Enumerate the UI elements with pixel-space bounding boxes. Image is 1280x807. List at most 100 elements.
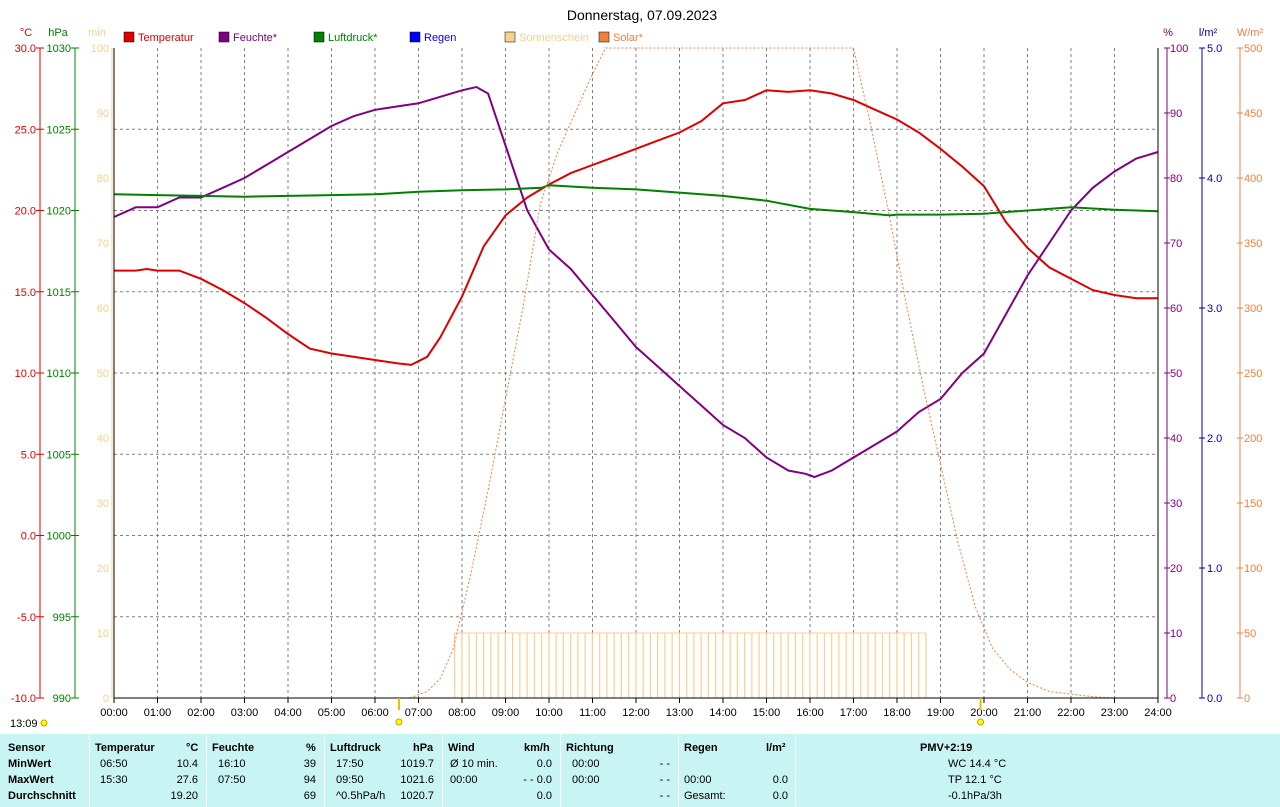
stats-cell-dir-val: - - [659,790,670,802]
minutes-tick-label: 80 [97,173,109,185]
stats-header-hum-unit: % [306,742,316,754]
legend-label: Luftdruck* [328,32,378,44]
minutes-unit-label: min [88,27,106,39]
temp-tick-label: -5.0 [17,612,36,624]
stats-header-hum: Feuchte [212,742,255,754]
stats-cell-hum-time: 07:50 [218,774,246,786]
humidity-tick-label: 70 [1170,238,1182,250]
humidity-tick-label: 40 [1170,433,1182,445]
stats-header-wind: Wind [448,742,475,754]
stats-cell-wind-label: 00:00 [450,774,478,786]
solar-tick-label: 250 [1244,368,1262,380]
pressure-unit-label: hPa [48,27,68,39]
x-tick-label: 15:00 [753,707,781,719]
stats-cell-rain-val: 0.0 [772,790,788,802]
stats-cell-dir-time: 00:00 [572,758,600,770]
rain-unit-label: l/m² [1199,27,1218,39]
stats-header-pmv: PMV+2:19 [920,742,973,754]
humidity-tick-label: 30 [1170,498,1182,510]
solar-tick-label: 300 [1244,303,1262,315]
temp-tick-label: 10.0 [15,368,36,380]
x-tick-label: 00:00 [100,707,128,719]
legend-label: Regen [424,32,456,44]
stats-cell-dir-val: - - [659,774,670,786]
stats-cell-extra: WC 14.4 °C [948,758,1007,770]
pressure-tick-label: 1020 [47,206,71,218]
x-tick-label: 10:00 [535,707,563,719]
humidity-tick-label: 50 [1170,368,1182,380]
legend-swatch [504,31,516,43]
minutes-tick-label: 30 [97,498,109,510]
legend-swatch [409,31,421,43]
humidity-tick-label: 10 [1170,628,1182,640]
stats-cell-label: Durchschnitt [8,790,76,802]
x-tick-label: 20:00 [970,707,998,719]
temp-tick-label: 30.0 [15,43,36,55]
minutes-tick-label: 20 [97,563,109,575]
legend-label: Temperatur [138,32,194,44]
x-tick-label: 19:00 [927,707,955,719]
temp-tick-label: 15.0 [15,287,36,299]
stats-cell-temp-val: 19.20 [170,790,198,802]
sunshine-bars [454,632,927,698]
minutes-tick-label: 40 [97,433,109,445]
solar-tick-label: 100 [1244,563,1262,575]
pressure-tick-label: 1005 [47,449,71,461]
series-solar-line [409,47,1115,699]
x-tick-label: 12:00 [622,707,650,719]
stats-cell-press-time: 09:50 [336,774,364,786]
x-tick-label: 08:00 [448,707,476,719]
weather-chart: 00:00 01:00 02:00 03:00 04:00 05:00 06:00 07:00… [10,7,1263,730]
rain-tick-label: 2.0 [1207,433,1222,445]
legend-label: Sonnenschein [519,32,589,44]
legend-swatch [313,31,325,43]
temp-tick-label: 20.0 [15,206,36,218]
stats-cell-rain-time: 00:00 [684,774,712,786]
rain-tick-label: 1.0 [1207,563,1222,575]
stats-header-dir: Richtung [566,742,614,754]
stats-cell-dir-val: - - [659,758,670,770]
x-tick-label: 22:00 [1057,707,1085,719]
stats-cell-press-val: 1019.7 [400,758,434,770]
humidity-tick-label: 80 [1170,173,1182,185]
humidity-tick-label: 90 [1170,108,1182,120]
x-tick-label: 11:00 [579,707,606,719]
minutes-tick-label: 0 [103,693,109,705]
x-tick-label: 03:00 [231,707,259,719]
x-tick-label: 05:00 [318,707,346,719]
stats-cell-wind-val: - - 0.0 [523,774,552,786]
humidity-unit-label: % [1163,27,1173,39]
stats-cell-extra: -0.1hPa/3h [948,790,1002,802]
rain-tick-label: 5.0 [1207,43,1222,55]
stats-header-press: Luftdruck [330,742,381,754]
legend-swatch [123,31,135,43]
solar-tick-label: 400 [1244,173,1262,185]
stats-cell-temp-time: 15:30 [100,774,128,786]
x-tick-label: 24:00 [1144,707,1172,719]
temp-tick-label: -10.0 [11,693,36,705]
humidity-tick-label: 0 [1170,693,1176,705]
solar-tick-label: 350 [1244,238,1262,250]
pressure-tick-label: 1015 [47,287,71,299]
stats-header-sensor: Sensor [8,742,46,754]
stats-cell-temp-val: 10.4 [176,758,198,770]
stats-cell-press-val: 1021.6 [400,774,434,786]
stats-cell-hum-time: 16:10 [218,758,246,770]
pressure-tick-label: 1025 [47,124,71,136]
x-tick-label: 14:00 [709,707,737,719]
stats-cell-press-time: ^0.5hPa/h [336,790,386,802]
legend-swatch [598,31,610,43]
pressure-tick-label: 990 [53,693,71,705]
minutes-tick-label: 70 [97,238,109,250]
temp-tick-label: 25.0 [15,124,36,136]
stats-cell-hum-val: 39 [303,758,316,770]
x-tick-label: 01:00 [144,707,172,719]
pressure-tick-label: 1030 [47,43,71,55]
sunrise-marker-dot [395,718,403,726]
stats-cell-wind-val: 0.0 [536,758,552,770]
legend-swatch [218,31,230,43]
pressure-tick-label: 1010 [47,368,71,380]
solar-tick-label: 200 [1244,433,1262,445]
x-tick-label: 09:00 [492,707,520,719]
x-tick-label: 04:00 [274,707,302,719]
